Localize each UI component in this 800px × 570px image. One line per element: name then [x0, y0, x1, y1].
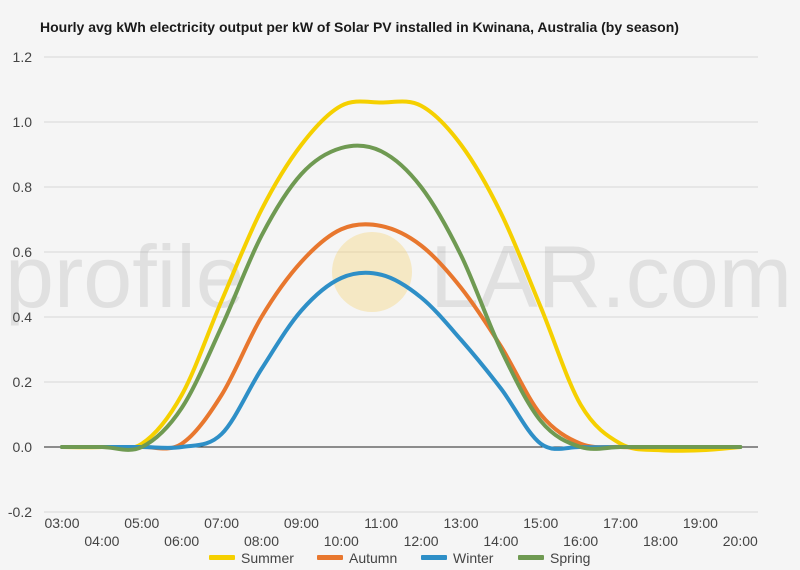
x-tick-label: 09:00: [284, 515, 319, 531]
x-tick-label: 16:00: [563, 533, 598, 549]
legend-swatch-spring: [518, 555, 544, 560]
y-tick-label: 0.8: [13, 179, 33, 195]
chart-title: Hourly avg kWh electricity output per kW…: [40, 19, 679, 35]
y-tick-label: 0.0: [13, 439, 33, 455]
x-tick-label: 06:00: [164, 533, 199, 549]
legend-label-summer: Summer: [241, 550, 294, 566]
series-line-spring: [60, 143, 743, 452]
legend-swatch-winter: [421, 555, 447, 560]
legend: Summer Autumn Winter Spring: [209, 550, 590, 566]
legend-label-spring: Spring: [550, 550, 590, 566]
x-tick-label: 17:00: [603, 515, 638, 531]
x-tick-label: 11:00: [364, 515, 398, 531]
x-tick-label: 03:00: [44, 515, 79, 531]
grid-lines: [44, 56, 758, 513]
series-line-summer: [60, 99, 743, 453]
x-tick-label: 20:00: [723, 533, 758, 549]
y-tick-label: 0.4: [13, 309, 33, 325]
x-tick-label: 18:00: [643, 533, 678, 549]
x-tick-label: 15:00: [523, 515, 558, 531]
x-tick-label: 19:00: [683, 515, 718, 531]
series-lines: [60, 99, 743, 453]
y-tick-label: 1.0: [13, 114, 33, 130]
legend-label-autumn: Autumn: [349, 550, 397, 566]
y-tick-label: 0.6: [13, 244, 33, 260]
watermark-text-left: profile: [5, 227, 245, 326]
legend-swatch-autumn: [317, 555, 343, 560]
x-tick-label: 14:00: [483, 533, 518, 549]
x-axis-ticks: 03:00 04:00 05:00 06:00 07:00 08:00 09:00 10:00…: [44, 515, 758, 549]
y-axis-ticks: -0.2 0.0 0.2 0.4 0.6 0.8 1.0 1.2: [8, 49, 32, 520]
y-tick-label: 0.2: [13, 374, 33, 390]
legend-label-winter: Winter: [453, 550, 494, 566]
x-tick-label: 07:00: [204, 515, 239, 531]
y-tick-label: 1.2: [13, 49, 33, 65]
x-tick-label: 05:00: [124, 515, 159, 531]
legend-swatch-summer: [209, 555, 235, 560]
y-tick-label: -0.2: [8, 504, 32, 520]
x-tick-label: 10:00: [324, 533, 359, 549]
x-tick-label: 13:00: [443, 515, 478, 531]
x-tick-label: 12:00: [404, 533, 439, 549]
x-tick-label: 04:00: [84, 533, 119, 549]
watermark-text-right: LAR.com: [430, 227, 792, 326]
x-tick-label: 08:00: [244, 533, 279, 549]
watermark: profile LAR.com: [5, 227, 792, 326]
